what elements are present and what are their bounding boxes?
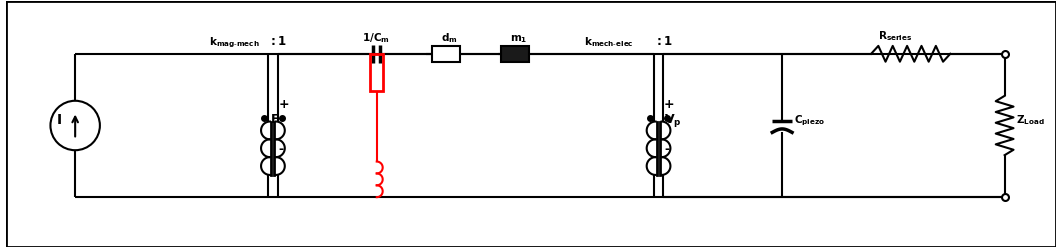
Text: +: + [664, 98, 674, 111]
Text: $\mathbf{m_1}$: $\mathbf{m_1}$ [510, 33, 528, 45]
Bar [432, 46, 460, 62]
Text: $\mathbf{k_{mag\text{-}mech}}$: $\mathbf{k_{mag\text{-}mech}}$ [208, 35, 259, 50]
Text: F: F [271, 113, 279, 125]
Bar [501, 46, 529, 62]
Text: I: I [56, 114, 62, 127]
Text: $\mathbf{C_{piezo}}$: $\mathbf{C_{piezo}}$ [794, 114, 825, 128]
Bar [371, 54, 383, 91]
Text: -: - [278, 143, 284, 156]
Text: $\mathbf{R_{series}}$: $\mathbf{R_{series}}$ [878, 29, 912, 43]
Text: -: - [664, 143, 669, 156]
Text: $\mathbf{d_m}$: $\mathbf{d_m}$ [441, 31, 458, 45]
Text: $\mathbf{V_p}$: $\mathbf{V_p}$ [664, 112, 682, 129]
Text: +: + [278, 98, 289, 111]
Text: $\mathbf{k_{mech\text{-}elec}}$: $\mathbf{k_{mech\text{-}elec}}$ [584, 35, 634, 49]
Text: $\mathbf{: 1}$: $\mathbf{: 1}$ [268, 35, 287, 48]
Text: $\mathbf{: 1}$: $\mathbf{: 1}$ [653, 35, 672, 48]
Text: $\mathbf{Z_{Load}}$: $\mathbf{Z_{Load}}$ [1015, 114, 1044, 127]
Text: $\mathbf{1/C_m}$: $\mathbf{1/C_m}$ [362, 31, 390, 45]
